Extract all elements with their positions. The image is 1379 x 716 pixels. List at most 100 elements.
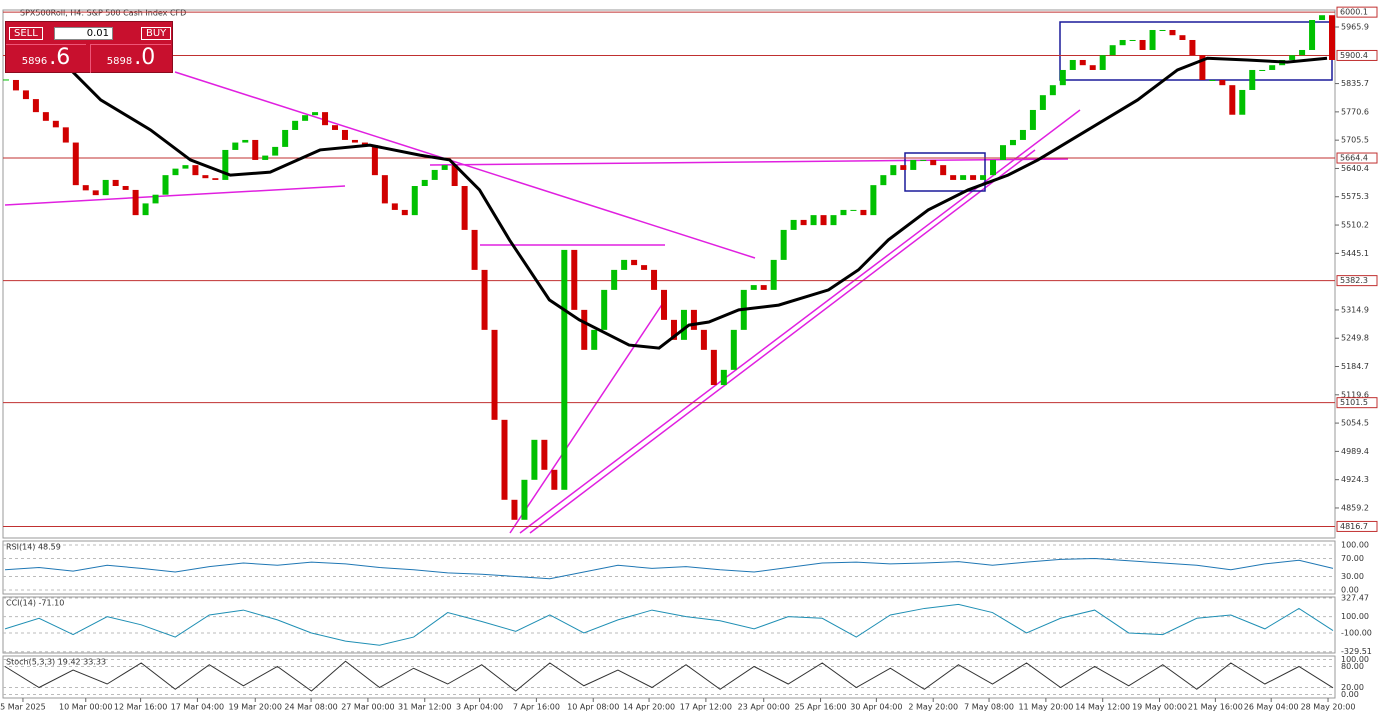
candle	[441, 165, 448, 170]
candle	[1069, 59, 1076, 70]
y-tick-label: 100.00	[1341, 655, 1369, 664]
candle	[42, 112, 49, 121]
candle	[621, 259, 628, 270]
candle	[212, 178, 219, 180]
candle	[999, 145, 1006, 160]
candle	[850, 209, 857, 211]
candle	[690, 309, 697, 330]
candle	[132, 189, 139, 216]
candle	[611, 269, 618, 290]
x-tick-label: 7 May 08:00	[964, 703, 1014, 712]
candle	[930, 159, 937, 166]
candle	[1059, 69, 1066, 86]
candle	[581, 309, 588, 350]
candle	[920, 159, 927, 161]
level-label: 5101.5	[1340, 398, 1368, 407]
candle	[222, 149, 229, 180]
y-tick-label: 20.00	[1341, 683, 1364, 692]
level-label: 5382.3	[1340, 276, 1368, 285]
candle	[641, 265, 648, 270]
y-tick-label: 5640.4	[1341, 164, 1369, 173]
candle	[810, 215, 817, 226]
candle	[411, 186, 418, 216]
candle	[82, 185, 89, 191]
candle	[1329, 15, 1336, 60]
candle	[371, 145, 378, 176]
candle	[62, 127, 69, 143]
ask-price[interactable]: 5898.0	[90, 44, 171, 73]
y-tick-label: 5510.2	[1341, 221, 1369, 230]
level-label-box	[1336, 520, 1378, 532]
level-label: 4816.7	[1340, 522, 1368, 531]
candle	[900, 165, 907, 170]
y-tick-label: 4924.3	[1341, 475, 1369, 484]
y-tick-label: 100.00	[1341, 541, 1369, 550]
candle	[680, 309, 687, 340]
x-tick-label: 27 Mar 00:00	[341, 703, 394, 712]
x-tick-label: 7 Apr 16:00	[513, 703, 560, 712]
candle	[910, 159, 917, 170]
candle	[112, 179, 119, 187]
candle	[1289, 55, 1296, 60]
candle	[1269, 65, 1276, 70]
candle	[172, 168, 179, 176]
sell-button[interactable]: SELL	[9, 26, 43, 40]
candle	[730, 329, 737, 370]
candle	[970, 175, 977, 180]
candle	[960, 175, 967, 180]
candle	[870, 185, 877, 216]
candle	[1119, 39, 1126, 46]
candle	[531, 439, 538, 480]
x-tick-label: 25 Apr 16:00	[794, 703, 846, 712]
candle	[501, 419, 508, 500]
x-tick-label: 23 Apr 00:00	[738, 703, 790, 712]
trendline	[529, 149, 1036, 534]
buy-button[interactable]: BUY	[141, 26, 172, 40]
level-label: 5900.4	[1340, 51, 1368, 60]
lot-input[interactable]: 0.01	[54, 26, 113, 40]
candle	[292, 120, 299, 130]
bid-frac: .6	[49, 45, 71, 70]
y-tick-label: 5314.9	[1341, 305, 1369, 314]
candle	[1029, 109, 1036, 130]
indicator-title: CCI(14) -71.10	[6, 599, 64, 608]
y-tick-label: 30.00	[1341, 572, 1364, 581]
candle	[272, 146, 279, 156]
x-tick-label: 3 Apr 04:00	[456, 703, 503, 712]
trendline	[519, 109, 1081, 534]
candle	[1159, 29, 1166, 31]
indicator-line	[4, 603, 1334, 646]
candle	[1089, 65, 1096, 70]
indicator-title: RSI(14) 48.59	[6, 543, 61, 552]
candle	[700, 329, 707, 350]
candle	[1239, 89, 1246, 115]
candle	[890, 165, 897, 176]
candle	[780, 229, 787, 260]
chart-title: SPX500Roll, H4: S&P 500 Cash Index CFD	[20, 9, 186, 18]
y-tick-label: 5054.5	[1341, 419, 1369, 428]
candle	[820, 215, 827, 226]
candle	[461, 186, 468, 230]
candle	[561, 249, 568, 490]
y-tick-label: 0.00	[1341, 690, 1359, 699]
candle	[1189, 39, 1196, 56]
x-tick-label: 10 Apr 08:00	[567, 703, 619, 712]
candle	[1129, 39, 1136, 41]
candle	[1319, 15, 1326, 20]
y-tick-label: 5184.7	[1341, 362, 1369, 371]
candle	[302, 115, 309, 121]
candle	[322, 112, 329, 126]
x-tick-label: 11 May 20:00	[1018, 703, 1073, 712]
candle	[341, 129, 348, 140]
candle	[710, 349, 717, 386]
x-tick-label: 31 Mar 12:00	[398, 703, 451, 712]
candle	[1219, 79, 1226, 86]
x-tick-label: 14 May 12:00	[1075, 703, 1130, 712]
candle	[770, 259, 777, 290]
candle	[1139, 39, 1146, 50]
candle	[192, 165, 199, 176]
bid-price[interactable]: 5896.6	[6, 44, 86, 73]
y-tick-label: 4859.2	[1341, 503, 1369, 512]
